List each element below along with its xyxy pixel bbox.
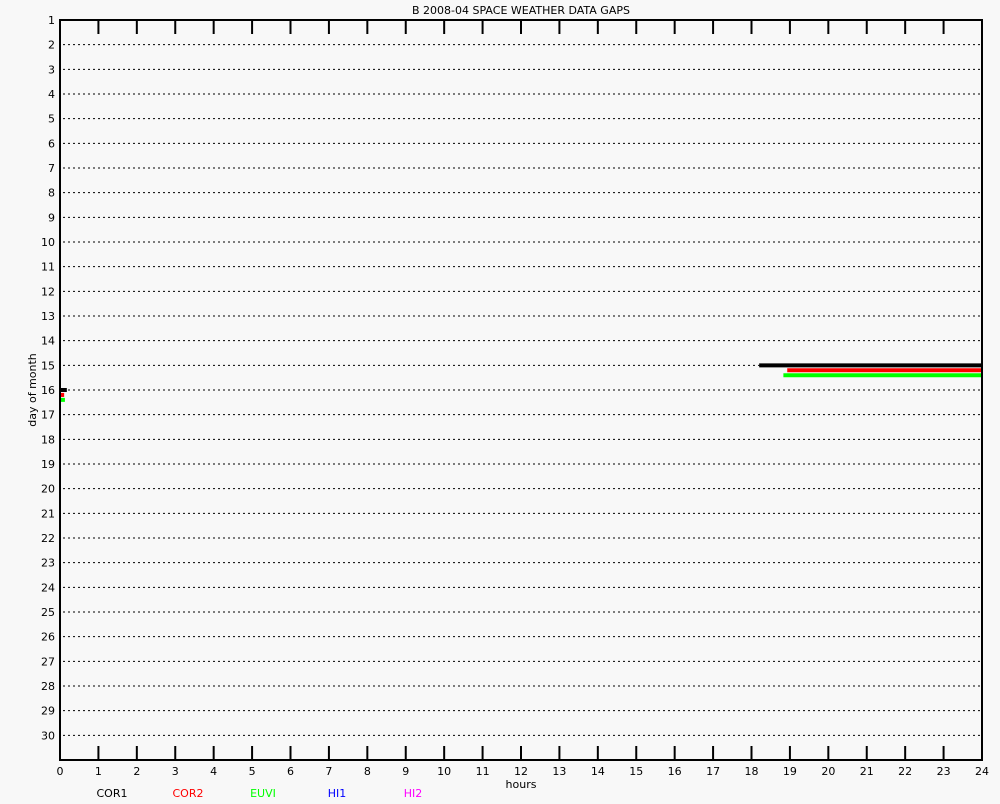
x-tick-label: 20	[821, 765, 835, 778]
y-tick-label: 6	[48, 137, 55, 150]
x-tick-label: 12	[514, 765, 528, 778]
legend-item-hi2: HI2	[404, 787, 423, 800]
y-tick-label: 17	[41, 409, 55, 422]
legend-item-hi1: HI1	[328, 787, 347, 800]
y-tick-label: 14	[41, 335, 55, 348]
x-tick-label: 23	[937, 765, 951, 778]
x-tick-label: 2	[133, 765, 140, 778]
x-tick-label: 0	[57, 765, 64, 778]
y-tick-label: 26	[41, 631, 55, 644]
legend-item-cor2: COR2	[173, 787, 204, 800]
x-tick-label: 3	[172, 765, 179, 778]
x-tick-label: 16	[668, 765, 682, 778]
x-tick-label: 6	[287, 765, 294, 778]
y-tick-label: 21	[41, 507, 55, 520]
x-tick-label: 22	[898, 765, 912, 778]
y-tick-label: 29	[41, 705, 55, 718]
y-tick-label: 22	[41, 532, 55, 545]
y-tick-label: 7	[48, 162, 55, 175]
y-tick-label: 19	[41, 458, 55, 471]
x-tick-label: 14	[591, 765, 605, 778]
legend-item-cor1: COR1	[97, 787, 128, 800]
chart-title: B 2008-04 SPACE WEATHER DATA GAPS	[412, 4, 630, 17]
x-tick-label: 7	[325, 765, 332, 778]
y-axis-label: day of month	[26, 353, 39, 427]
x-tick-label: 13	[552, 765, 566, 778]
y-tick-label: 23	[41, 557, 55, 570]
y-tick-label: 30	[41, 729, 55, 742]
y-tick-label: 28	[41, 680, 55, 693]
y-tick-label: 5	[48, 113, 55, 126]
x-tick-label: 1	[95, 765, 102, 778]
y-tick-label: 27	[41, 655, 55, 668]
x-tick-label: 8	[364, 765, 371, 778]
x-tick-label: 11	[476, 765, 490, 778]
y-tick-label: 24	[41, 581, 55, 594]
x-tick-label: 5	[249, 765, 256, 778]
x-tick-label: 21	[860, 765, 874, 778]
y-tick-label: 2	[48, 39, 55, 52]
x-tick-label: 9	[402, 765, 409, 778]
y-tick-label: 12	[41, 285, 55, 298]
x-axis-label: hours	[506, 778, 537, 791]
x-tick-label: 18	[745, 765, 759, 778]
x-tick-label: 15	[629, 765, 643, 778]
y-tick-label: 20	[41, 483, 55, 496]
y-tick-label: 11	[41, 261, 55, 274]
y-tick-label: 25	[41, 606, 55, 619]
x-tick-label: 10	[437, 765, 451, 778]
x-tick-label: 19	[783, 765, 797, 778]
y-tick-label: 4	[48, 88, 55, 101]
y-tick-label: 10	[41, 236, 55, 249]
x-tick-label: 4	[210, 765, 217, 778]
y-tick-label: 16	[41, 384, 55, 397]
y-tick-label: 18	[41, 433, 55, 446]
x-tick-label: 17	[706, 765, 720, 778]
x-tick-label: 24	[975, 765, 989, 778]
legend-item-euvi: EUVI	[250, 787, 276, 800]
y-tick-label: 13	[41, 310, 55, 323]
y-tick-label: 9	[48, 211, 55, 224]
y-tick-label: 3	[48, 63, 55, 76]
y-tick-label: 1	[48, 14, 55, 27]
y-tick-label: 15	[41, 359, 55, 372]
y-tick-label: 8	[48, 187, 55, 200]
